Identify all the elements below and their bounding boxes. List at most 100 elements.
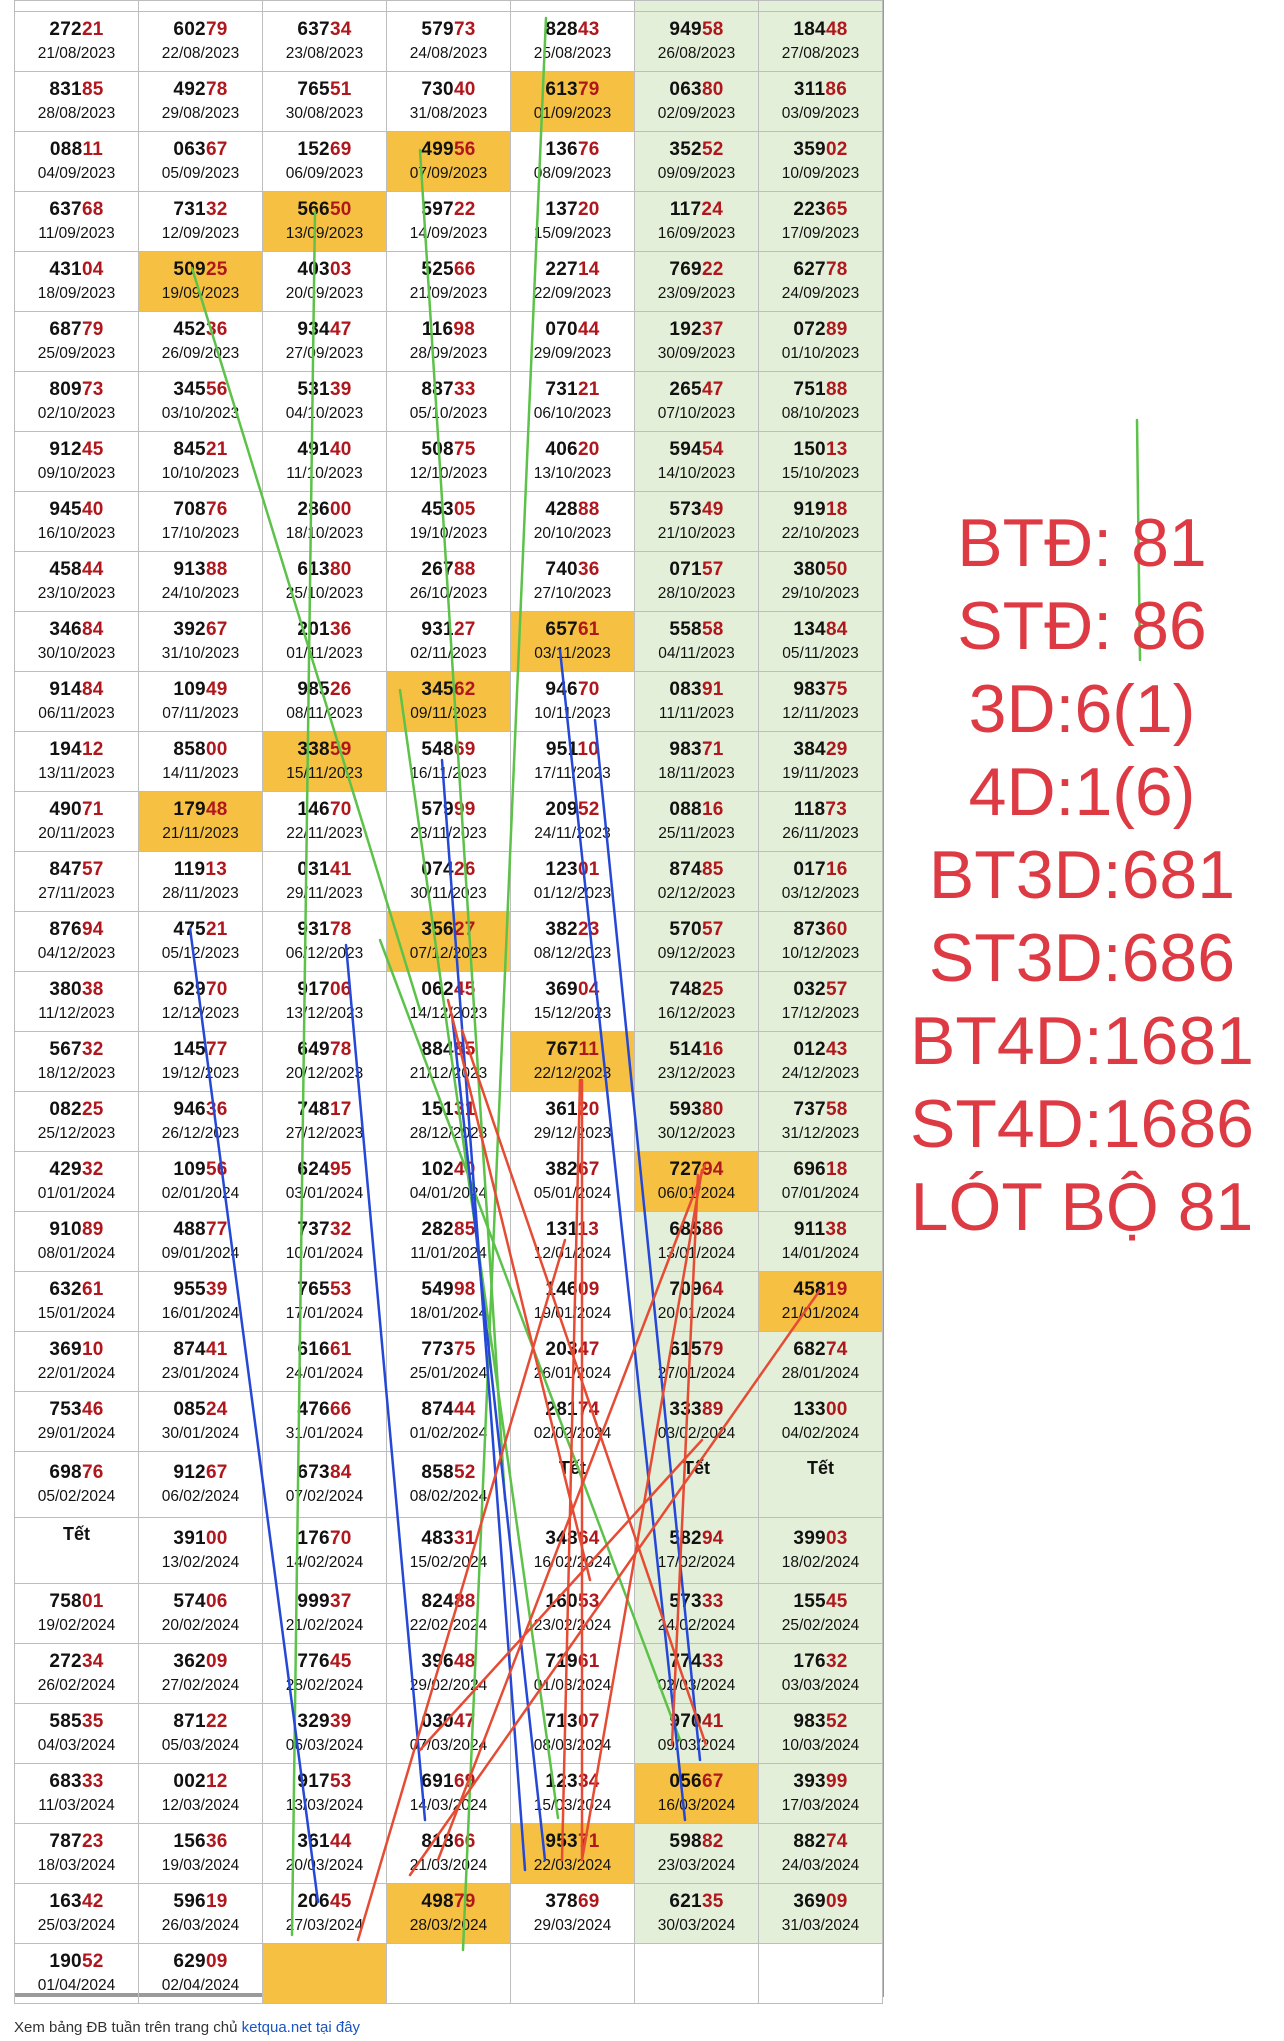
result-number-head: 637 (297, 18, 330, 40)
result-number-head: 913 (173, 558, 206, 580)
result-date: 09/12/2023 (657, 944, 736, 962)
result-number: 87360 (759, 918, 882, 942)
result-number: 39267 (139, 618, 262, 642)
result-number-head: 369 (545, 978, 578, 1000)
result-date: 11/03/2024 (38, 1796, 115, 1814)
result-cell: 45844 23/10/2023 (14, 551, 139, 612)
result-date: 25/02/2024 (781, 1616, 860, 1634)
result-date: 12/09/2023 (161, 224, 240, 242)
result-cell: 75801 19/02/2024 (14, 1583, 139, 1644)
result-number: 64978 (263, 1038, 386, 1062)
result-number: 12334 (511, 1770, 634, 1794)
result-number: 95371 (511, 1830, 634, 1854)
result-number-head: 917 (297, 978, 330, 1000)
result-number-head: 074 (421, 858, 454, 880)
result-number-tail: 16 (701, 798, 724, 820)
result-number-head: 774 (669, 1650, 702, 1672)
result-date: 21/08/2023 (37, 44, 116, 62)
result-number-tail: 73 (453, 18, 476, 40)
result-cell: 07289 01/10/2023 (758, 311, 883, 372)
result-number-tail: 40 (329, 438, 352, 460)
result-number-head: 765 (297, 78, 330, 100)
result-date: 09/01/2024 (161, 1244, 240, 1262)
result-cell: 98375 12/11/2023 (758, 671, 883, 732)
result-cell: 57999 23/11/2023 (386, 791, 511, 852)
result-number-head: 499 (421, 138, 454, 160)
result-cell: 56732 18/12/2023 (14, 1031, 139, 1092)
result-number: 98375 (759, 678, 882, 702)
result-cell: 49956 07/09/2023 (386, 131, 511, 192)
result-number-tail: 23 (81, 1830, 104, 1852)
result-cell: 68333 11/03/2024 (14, 1763, 139, 1824)
result-number: 42932 (15, 1158, 138, 1182)
result-date: 25/01/2024 (409, 1364, 488, 1382)
result-cell: 74817 27/12/2023 (262, 1091, 387, 1152)
result-cell: 77433 02/03/2024 (634, 1643, 759, 1704)
result-number: 10949 (139, 678, 262, 702)
result-date: 28/03/2024 (409, 1916, 488, 1934)
result-number-tail: 32 (825, 1650, 848, 1672)
result-number-tail: 33 (701, 1650, 724, 1672)
result-cell: 88485 21/12/2023 (386, 1031, 511, 1092)
summary-line-btd: BTĐ: 81 (957, 505, 1207, 581)
result-date: 02/10/2023 (37, 404, 116, 422)
result-number-head: 378 (545, 1890, 578, 1912)
result-number-tail: 70 (329, 798, 352, 820)
result-date: 26/02/2024 (37, 1676, 116, 1694)
result-number-head: 567 (49, 1038, 82, 1060)
result-number-head: 102 (421, 1158, 454, 1180)
result-number-head: 637 (49, 198, 82, 220)
result-number-head: 632 (49, 1278, 82, 1300)
result-date: 29/10/2023 (781, 584, 860, 602)
footer-link[interactable]: ketqua.net tại đây (241, 2019, 361, 2036)
result-number-tail: 37 (329, 1590, 352, 1612)
result-number: 36904 (511, 978, 634, 1002)
result-number-head: 359 (793, 138, 826, 160)
result-number-head: 598 (669, 1830, 702, 1852)
result-cell: 35627 07/12/2023 (386, 911, 511, 972)
result-number-tail: 77 (205, 1038, 228, 1060)
summary-line-st3d: ST3D:686 (928, 920, 1236, 996)
result-cell: 27234 26/02/2024 (14, 1643, 139, 1704)
result-number: 07426 (387, 858, 510, 882)
result-number: 20952 (511, 798, 634, 822)
result-number-head: 946 (545, 678, 578, 700)
result-number-tail: 38 (81, 978, 104, 1000)
result-number-tail: 26 (453, 858, 476, 880)
result-cell: 59454 14/10/2023 (634, 431, 759, 492)
result-cell: 73121 06/10/2023 (510, 371, 635, 432)
result-number-tail: 61 (577, 618, 600, 640)
result-number-tail: 62 (453, 678, 476, 700)
result-number-head: 369 (49, 1338, 82, 1360)
result-number-head: 223 (793, 198, 826, 220)
result-number-head: 731 (173, 198, 206, 220)
result-date: 10/11/2023 (534, 704, 611, 722)
result-number-head: 062 (421, 978, 454, 1000)
result-number-tail: 64 (577, 1527, 600, 1549)
result-cell: 87444 01/02/2024 (386, 1391, 511, 1452)
result-number-tail: 18 (825, 1158, 848, 1180)
result-number-tail: 67 (205, 618, 228, 640)
result-cell: 73040 31/08/2023 (386, 71, 511, 132)
week-row: 58535 04/03/2024 87122 05/03/2024 32939 06/03… (14, 1703, 883, 1764)
result-number-tail: 01 (81, 1590, 104, 1612)
result-date: 01/02/2024 (409, 1424, 488, 1442)
result-number-tail: 32 (81, 1038, 104, 1060)
result-date: 25/03/2024 (37, 1916, 116, 1934)
result-number: 17948 (139, 798, 262, 822)
week-row: 91484 06/11/2023 10949 07/11/2023 98526 08/11… (14, 671, 883, 732)
result-number-head: 566 (297, 198, 330, 220)
result-cell: 81866 21/03/2024 (386, 1823, 511, 1884)
result-number: 15269 (263, 138, 386, 162)
result-cell: 03047 07/03/2024 (386, 1703, 511, 1764)
result-number-head: 152 (297, 138, 330, 160)
result-number-head: 767 (545, 1038, 579, 1060)
result-cell: 82488 22/02/2024 (386, 1583, 511, 1644)
result-number-tail: 45 (81, 438, 104, 460)
result-number-head: 946 (173, 1098, 206, 1120)
result-number: 85852 (387, 1461, 510, 1485)
result-number-tail: 00 (205, 1527, 228, 1549)
result-number-head: 748 (297, 1098, 330, 1120)
result-number-tail: 67 (205, 138, 228, 160)
result-number-tail: 03 (825, 1527, 848, 1549)
